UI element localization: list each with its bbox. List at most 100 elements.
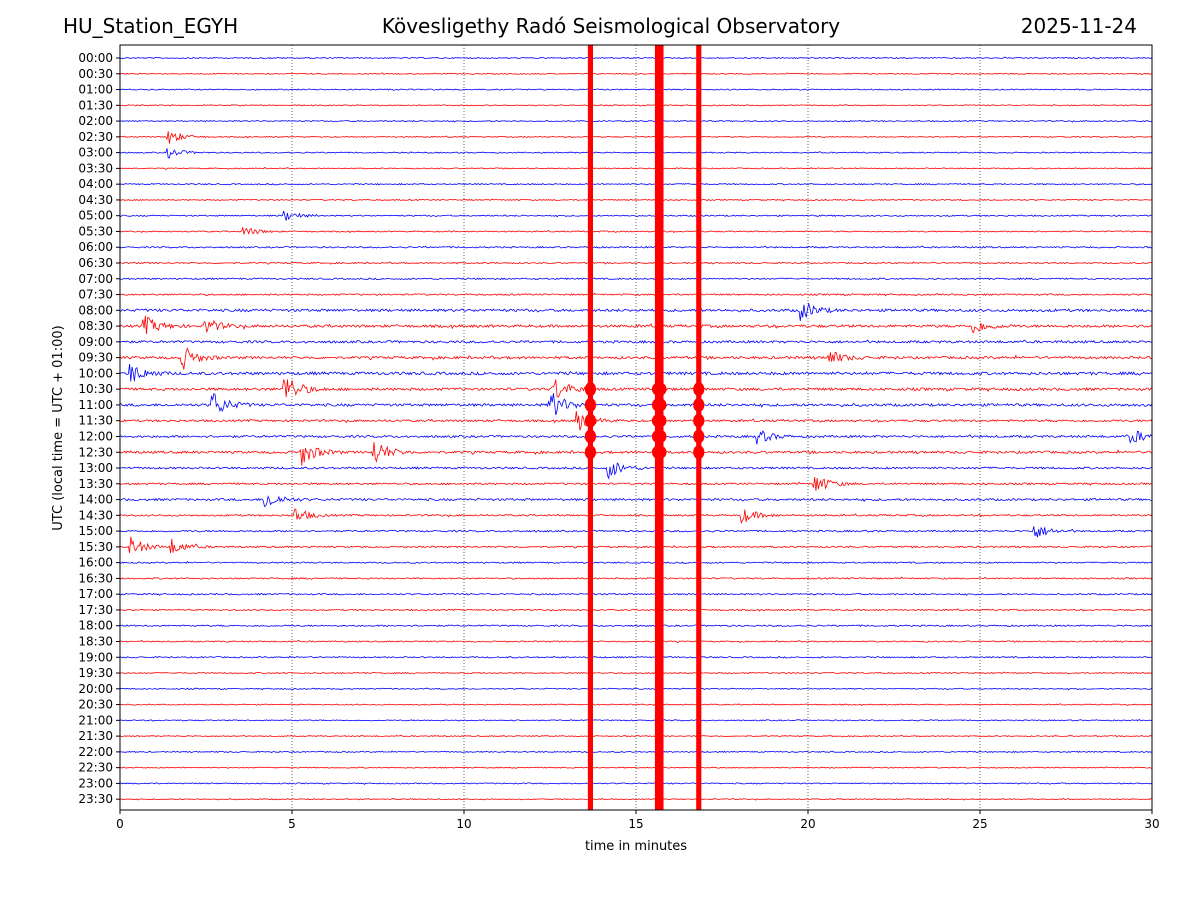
trace-1730 [119,608,1152,612]
grid-lines [291,45,981,810]
trace-0300 [119,148,1153,159]
x-tick-label-1: 5 [288,817,296,831]
y-tick-label-25: 12:30 [78,445,113,459]
trace-1630 [119,576,1153,580]
trace-0630 [119,261,1152,265]
trace-2200 [119,750,1152,754]
y-tick-label-7: 03:30 [78,161,113,175]
y-tick-label-42: 21:00 [78,713,113,727]
trace-0700 [119,277,1152,281]
band-bulge-0-25 [584,445,596,460]
y-tick-label-20: 10:00 [78,366,113,380]
y-tick-label-43: 21:30 [78,729,113,743]
trace-0900 [119,339,1152,344]
y-tick-label-47: 23:30 [78,792,113,806]
x-tick-label-5: 25 [972,817,987,831]
x-axis-label: time in minutes [585,839,687,854]
trace-0400 [119,182,1152,186]
y-tick-label-36: 18:00 [78,619,113,633]
y-tick-label-14: 07:00 [78,272,113,286]
trace-0730 [119,292,1152,297]
y-tick-label-15: 07:30 [78,288,113,302]
trace-0100 [119,88,1153,91]
y-tick-label-11: 05:30 [78,224,113,238]
trace-0530 [119,226,1152,235]
y-tick-label-17: 08:30 [78,319,113,333]
trace-0830 [119,315,1152,335]
y-tick-label-31: 15:30 [78,540,113,554]
y-tick-label-22: 11:00 [78,398,113,412]
saturated-event-bands [584,45,705,810]
y-tick-label-16: 08:00 [78,303,113,317]
band-bulge-0-21 [584,382,596,397]
y-tick-label-29: 14:30 [78,508,113,522]
trace-0430 [119,198,1152,202]
y-tick-label-0: 00:00 [78,51,113,65]
trace-1530 [119,536,1152,554]
trace-0230 [119,131,1152,144]
y-tick-label-39: 19:30 [78,666,113,680]
trace-0800 [119,302,1153,322]
y-tick-label-9: 04:30 [78,193,113,207]
band-bulge-0-24 [584,429,596,444]
y-tick-label-12: 06:00 [78,240,113,254]
y-tick-label-2: 01:00 [78,83,113,97]
y-tick-label-44: 22:00 [78,745,113,759]
y-tick-label-28: 14:00 [78,493,113,507]
y-tick-label-33: 16:30 [78,571,113,585]
seismogram-traces [119,56,1153,801]
x-axis-ticks: 0 5 10 15 20 25 30 [116,810,1160,831]
y-tick-label-40: 20:00 [78,682,113,696]
trace-1130 [119,410,1153,431]
y-tick-label-27: 13:30 [78,477,113,491]
y-tick-label-19: 09:30 [78,351,113,365]
trace-1330 [119,476,1152,491]
y-tick-label-23: 11:30 [78,414,113,428]
trace-0930 [119,347,1153,370]
y-tick-label-18: 09:00 [78,335,113,349]
y-tick-label-30: 15:00 [78,524,113,538]
band-bulge-1-24 [651,429,667,444]
y-tick-label-37: 18:30 [78,634,113,648]
trace-1930 [119,671,1152,675]
y-tick-label-24: 12:00 [78,429,113,443]
trace-2230 [119,766,1152,769]
y-tick-label-10: 05:00 [78,209,113,223]
band-bulge-1-23 [651,413,667,428]
band-bulge-2-21 [693,382,705,397]
trace-0500 [120,210,1152,221]
band-bulge-0-22 [584,397,596,412]
band-bulge-0-23 [584,413,596,428]
band-bulge-1-22 [651,397,667,412]
trace-2100 [119,719,1152,722]
trace-1900 [119,655,1152,659]
band-bulge-2-25 [693,445,705,460]
station-name: HU_Station_EGYH [63,14,239,38]
x-tick-label-2: 10 [456,817,471,831]
y-tick-label-4: 02:00 [78,114,113,128]
chart-date: 2025-11-24 [1020,14,1137,38]
y-tick-label-34: 17:00 [78,587,113,601]
band-bulge-2-22 [693,397,705,412]
trace-2300 [119,782,1153,785]
trace-0000 [119,56,1153,60]
y-tick-label-26: 13:00 [78,461,113,475]
trace-2030 [119,703,1152,707]
y-tick-label-13: 06:30 [78,256,113,270]
trace-1300 [119,462,1152,480]
band-bulge-1-25 [651,445,667,460]
y-tick-label-8: 04:00 [78,177,113,191]
trace-1100 [119,392,1153,416]
trace-1000 [119,363,1152,382]
trace-1830 [119,640,1152,644]
band-bulge-1-21 [651,382,667,397]
y-tick-label-35: 17:30 [78,603,113,617]
band-bulge-2-23 [693,413,705,428]
trace-1030 [119,379,1152,398]
trace-0200 [119,119,1152,123]
y-tick-label-45: 22:30 [78,761,113,775]
x-tick-label-4: 20 [800,817,815,831]
y-tick-label-21: 10:30 [78,382,113,396]
